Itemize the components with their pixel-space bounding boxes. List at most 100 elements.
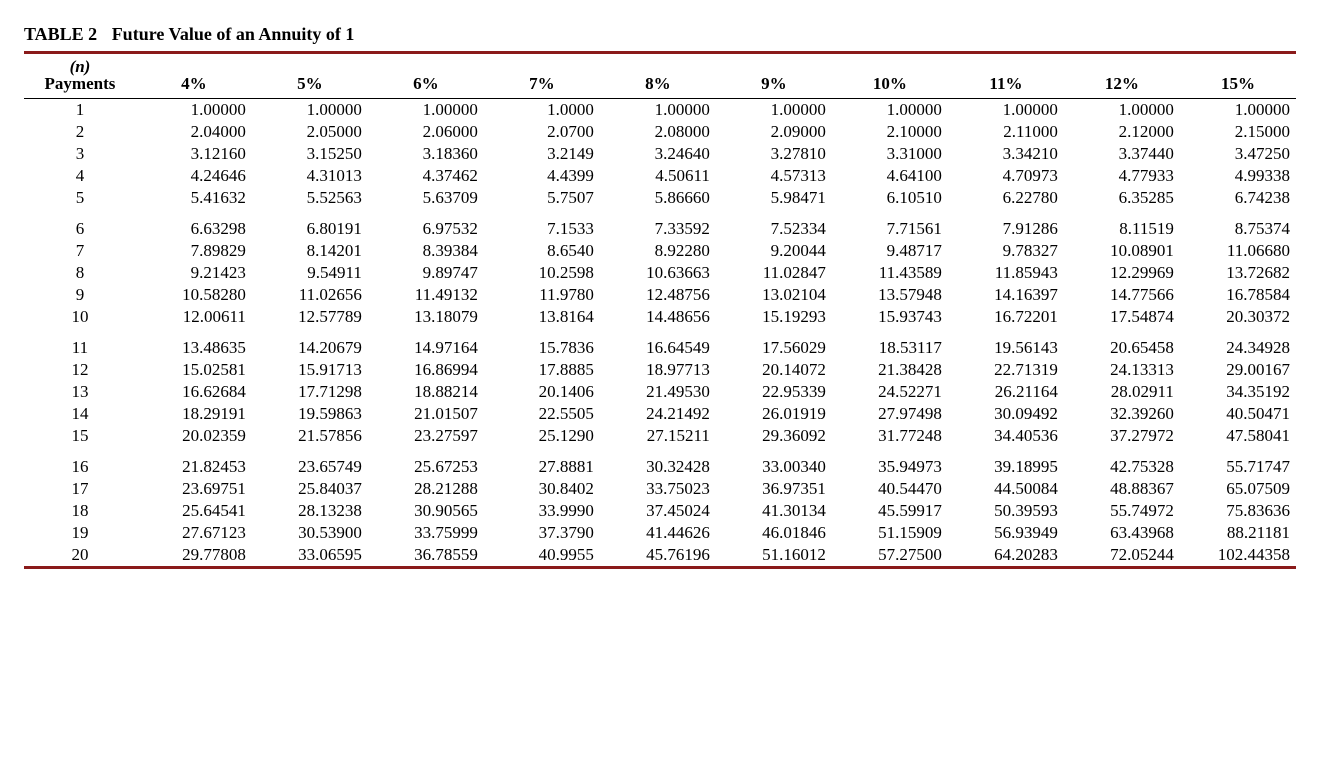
- cell-value: 4.64100: [832, 165, 948, 187]
- cell-value: 12.48756: [600, 284, 716, 306]
- table-row: 55.416325.525635.637095.75075.866605.984…: [24, 187, 1296, 209]
- cell-value: 55.71747: [1180, 447, 1296, 478]
- cell-value: 22.95339: [716, 381, 832, 403]
- cell-value: 24.21492: [600, 403, 716, 425]
- table-label: TABLE 2: [24, 24, 107, 44]
- cell-payments: 13: [24, 381, 136, 403]
- table-row: 11.000001.000001.000001.00001.000001.000…: [24, 98, 1296, 121]
- cell-payments: 8: [24, 262, 136, 284]
- cell-value: 41.44626: [600, 522, 716, 544]
- table-row: 1927.6712330.5390033.7599937.379041.4462…: [24, 522, 1296, 544]
- cell-value: 21.82453: [136, 447, 252, 478]
- cell-value: 16.78584: [1180, 284, 1296, 306]
- cell-value: 22.71319: [948, 359, 1064, 381]
- cell-value: 45.76196: [600, 544, 716, 566]
- cell-value: 57.27500: [832, 544, 948, 566]
- cell-value: 7.52334: [716, 209, 832, 240]
- cell-value: 33.00340: [716, 447, 832, 478]
- cell-value: 1.00000: [832, 98, 948, 121]
- cell-payments: 18: [24, 500, 136, 522]
- cell-payments: 5: [24, 187, 136, 209]
- cell-value: 18.88214: [368, 381, 484, 403]
- cell-value: 2.04000: [136, 121, 252, 143]
- cell-value: 34.35192: [1180, 381, 1296, 403]
- table-row: 1520.0235921.5785623.2759725.129027.1521…: [24, 425, 1296, 447]
- cell-value: 17.71298: [252, 381, 368, 403]
- cell-value: 31.77248: [832, 425, 948, 447]
- cell-value: 46.01846: [716, 522, 832, 544]
- table-row: 1825.6454128.1323830.9056533.999037.4502…: [24, 500, 1296, 522]
- cell-value: 37.45024: [600, 500, 716, 522]
- col-header-rate: 10%: [832, 54, 948, 98]
- cell-value: 13.18079: [368, 306, 484, 328]
- table-row: 910.5828011.0265611.4913211.978012.48756…: [24, 284, 1296, 306]
- cell-value: 25.84037: [252, 478, 368, 500]
- cell-value: 5.98471: [716, 187, 832, 209]
- cell-value: 3.15250: [252, 143, 368, 165]
- cell-value: 6.22780: [948, 187, 1064, 209]
- col-header-rate: 7%: [484, 54, 600, 98]
- cell-value: 3.37440: [1064, 143, 1180, 165]
- cell-value: 23.69751: [136, 478, 252, 500]
- cell-value: 44.50084: [948, 478, 1064, 500]
- cell-value: 8.14201: [252, 240, 368, 262]
- col-header-n: (n): [30, 58, 130, 75]
- cell-value: 25.64541: [136, 500, 252, 522]
- cell-value: 13.02104: [716, 284, 832, 306]
- cell-value: 16.72201: [948, 306, 1064, 328]
- cell-payments: 20: [24, 544, 136, 566]
- cell-value: 10.63663: [600, 262, 716, 284]
- cell-value: 6.74238: [1180, 187, 1296, 209]
- cell-value: 7.1533: [484, 209, 600, 240]
- cell-value: 75.83636: [1180, 500, 1296, 522]
- cell-value: 37.27972: [1064, 425, 1180, 447]
- cell-value: 4.24646: [136, 165, 252, 187]
- cell-value: 30.8402: [484, 478, 600, 500]
- cell-value: 28.21288: [368, 478, 484, 500]
- cell-value: 15.7836: [484, 328, 600, 359]
- cell-value: 4.77933: [1064, 165, 1180, 187]
- cell-value: 8.92280: [600, 240, 716, 262]
- cell-value: 16.62684: [136, 381, 252, 403]
- cell-value: 64.20283: [948, 544, 1064, 566]
- cell-value: 11.02656: [252, 284, 368, 306]
- cell-value: 2.10000: [832, 121, 948, 143]
- cell-value: 8.11519: [1064, 209, 1180, 240]
- cell-value: 20.65458: [1064, 328, 1180, 359]
- cell-value: 24.34928: [1180, 328, 1296, 359]
- cell-value: 16.64549: [600, 328, 716, 359]
- cell-value: 28.02911: [1064, 381, 1180, 403]
- cell-value: 23.65749: [252, 447, 368, 478]
- cell-value: 3.2149: [484, 143, 600, 165]
- cell-value: 20.1406: [484, 381, 600, 403]
- cell-value: 6.35285: [1064, 187, 1180, 209]
- cell-value: 11.06680: [1180, 240, 1296, 262]
- cell-value: 30.90565: [368, 500, 484, 522]
- cell-payments: 14: [24, 403, 136, 425]
- cell-value: 1.00000: [1180, 98, 1296, 121]
- cell-value: 21.38428: [832, 359, 948, 381]
- col-header-payments-word: Payments: [30, 75, 130, 94]
- cell-value: 12.57789: [252, 306, 368, 328]
- col-header-rate: 11%: [948, 54, 1064, 98]
- col-header-rate: 9%: [716, 54, 832, 98]
- cell-value: 21.49530: [600, 381, 716, 403]
- cell-value: 102.44358: [1180, 544, 1296, 566]
- cell-value: 33.75999: [368, 522, 484, 544]
- cell-payments: 7: [24, 240, 136, 262]
- table-name: Future Value of an Annuity of 1: [112, 24, 355, 44]
- cell-value: 30.09492: [948, 403, 1064, 425]
- cell-value: 9.21423: [136, 262, 252, 284]
- cell-value: 14.16397: [948, 284, 1064, 306]
- cell-value: 15.91713: [252, 359, 368, 381]
- cell-value: 15.93743: [832, 306, 948, 328]
- cell-value: 25.1290: [484, 425, 600, 447]
- cell-value: 17.56029: [716, 328, 832, 359]
- cell-value: 1.00000: [136, 98, 252, 121]
- cell-value: 47.58041: [1180, 425, 1296, 447]
- cell-value: 51.16012: [716, 544, 832, 566]
- cell-value: 11.02847: [716, 262, 832, 284]
- table-row: 1113.4863514.2067914.9716415.783616.6454…: [24, 328, 1296, 359]
- cell-value: 19.59863: [252, 403, 368, 425]
- cell-value: 39.18995: [948, 447, 1064, 478]
